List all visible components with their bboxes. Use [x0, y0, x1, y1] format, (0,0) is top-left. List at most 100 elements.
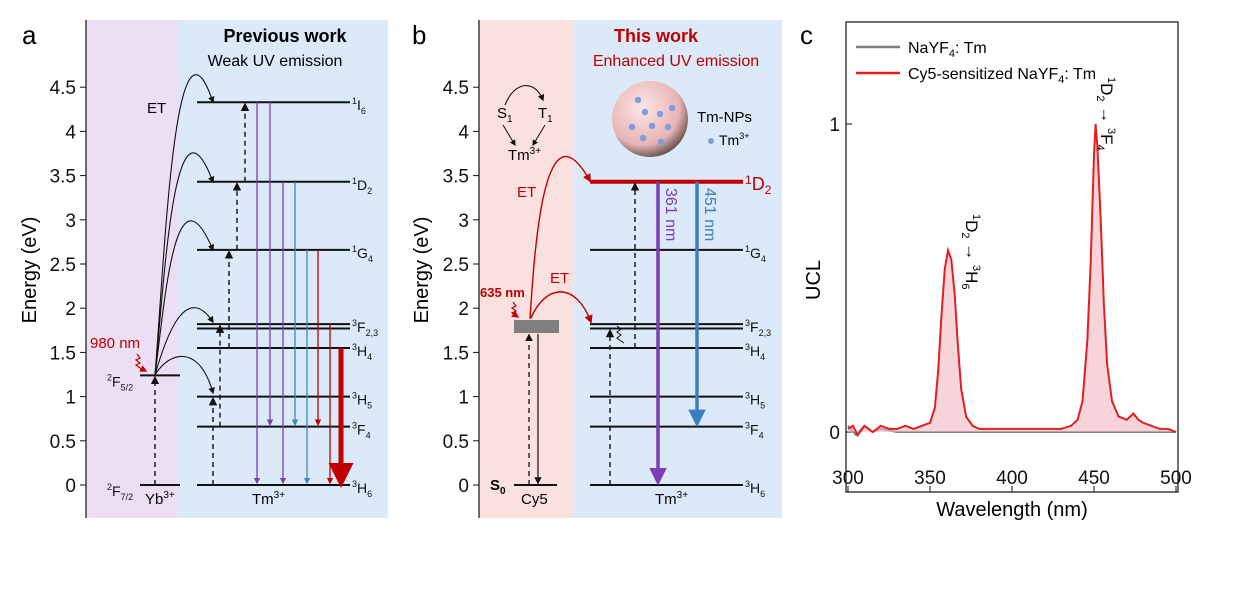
level-label-sup: 3 — [745, 318, 750, 328]
annotation-part: D — [1097, 83, 1116, 95]
legend-sub: 4 — [1058, 74, 1064, 86]
x-tick-label: 300 — [832, 468, 864, 489]
level-label: 2F5/2 — [107, 372, 133, 392]
level-label-sup: 2 — [107, 372, 112, 382]
level-label-sub: 6 — [367, 489, 372, 499]
level-label-sub: 6 — [361, 106, 366, 116]
level-label: 3H4 — [352, 342, 372, 362]
annotation-part: → — [962, 239, 981, 265]
svg-text:S1: S1 — [497, 105, 513, 125]
level-label: 3H6 — [352, 479, 372, 499]
panel-title: This work — [614, 26, 699, 46]
level-label-sup: 1 — [352, 176, 357, 186]
level-label: 1D2 — [352, 176, 372, 196]
level-label-sub: 4 — [760, 352, 765, 362]
et-label: ET — [147, 100, 166, 117]
x-tick-label: 500 — [1160, 468, 1192, 489]
legend-text: NaYF — [908, 40, 949, 57]
excitation-label: 635 nm — [480, 285, 525, 300]
level-label-sup: 2 — [107, 482, 112, 492]
level-label: 3H4 — [745, 342, 765, 362]
tm-ion-dot — [656, 110, 664, 118]
level-label-sub: 4 — [367, 352, 372, 362]
y-tick-label: 1 — [65, 388, 76, 409]
x-tick-label: 450 — [1078, 468, 1110, 489]
level-label-main: F — [112, 373, 121, 389]
annotation-part: 3 — [1105, 128, 1117, 134]
y-tick-label: 2.5 — [443, 255, 469, 276]
acceptor-label: Tm3+ — [252, 490, 285, 508]
et-arrow — [154, 355, 215, 395]
level-label-sub: 6 — [760, 489, 765, 499]
y-tick-label: 2 — [458, 299, 469, 320]
level-label-main: F — [750, 319, 759, 335]
annotation-part: 1 — [970, 214, 982, 220]
transition-annotation: 1D2 → 3F4 — [1094, 77, 1117, 151]
level-label: 1D2 — [745, 173, 772, 197]
level-label-main: H — [750, 392, 760, 408]
excitation-wavy-arrow — [134, 353, 148, 372]
level-label-sub: 7/2 — [121, 492, 134, 502]
level-label: 3F2,3 — [352, 318, 378, 338]
level-label-sub: 5 — [760, 401, 765, 411]
level-label: 3H5 — [352, 391, 372, 411]
level-label: 3F4 — [745, 421, 764, 441]
level-label: 3H5 — [745, 391, 765, 411]
level-label-main: H — [750, 343, 760, 359]
annotation-part: H — [962, 271, 981, 283]
panel-subtitle: Weak UV emission — [208, 53, 343, 70]
y-axis-label: Energy (eV) — [411, 217, 433, 324]
svg-text:Tm3+: Tm3+ — [508, 146, 541, 164]
y-tick-label: 0 — [65, 476, 76, 497]
y-tick-label: 0 — [829, 423, 840, 444]
y-tick-label: 1.5 — [50, 343, 76, 364]
level-label-main: D — [752, 174, 765, 194]
level-label-sub: 2 — [367, 186, 372, 196]
level-label-sub: 5/2 — [121, 382, 134, 392]
level-label: 1G4 — [745, 244, 766, 264]
level-label-sub: 4 — [759, 431, 764, 441]
y-tick-label: 1 — [458, 388, 469, 409]
level-label-main: H — [357, 343, 367, 359]
level-label-sub: 2,3 — [366, 328, 379, 338]
level-label-sup: 1 — [352, 96, 357, 106]
y-tick-label: 3 — [65, 211, 76, 232]
level-label-sup: 1 — [745, 244, 750, 254]
tm-ion-dot — [648, 122, 656, 130]
tm-ion-dot — [641, 108, 649, 116]
x-tick-label: 350 — [914, 468, 946, 489]
level-label-main: H — [357, 480, 367, 496]
level-label-sup: 3 — [352, 479, 357, 489]
panel-title: Previous work — [223, 26, 347, 46]
et-arrow — [154, 74, 215, 376]
cy5-s1-state — [514, 320, 559, 333]
level-label-sup: 3 — [745, 479, 750, 489]
level-label: 1I6 — [352, 96, 366, 116]
level-label-main: F — [112, 483, 121, 499]
acceptor-label: Tm3+ — [655, 490, 688, 508]
annotation-part: 2 — [959, 232, 971, 238]
svg-text:Tm3+: Tm3+ — [719, 131, 749, 148]
annotation-part: 3 — [970, 265, 982, 271]
level-label-sub: 4 — [366, 431, 371, 441]
y-tick-label: 4 — [458, 122, 469, 143]
ground-state-label: S0 — [490, 477, 506, 497]
level-label-sup: 3 — [745, 421, 750, 431]
level-label-sup: 3 — [352, 391, 357, 401]
panel-subtitle: Enhanced UV emission — [593, 53, 759, 70]
y-axis-label: UCL — [803, 260, 825, 300]
excitation-wavy-arrow — [510, 301, 520, 318]
annotation-part: → — [1097, 102, 1116, 128]
annotation-part: 2 — [1094, 95, 1106, 101]
y-tick-label: 4 — [65, 122, 76, 143]
svg-text:T1: T1 — [538, 105, 553, 125]
level-label-main: G — [750, 245, 761, 261]
level-label-sup: 1 — [352, 244, 357, 254]
et-arrow — [154, 152, 215, 376]
y-tick-label: 0 — [458, 476, 469, 497]
legend-text: : Tm — [1064, 66, 1096, 83]
level-label-main: H — [357, 392, 367, 408]
x-axis-label: Wavelength (nm) — [936, 499, 1088, 521]
annotation-part: D — [962, 220, 981, 232]
